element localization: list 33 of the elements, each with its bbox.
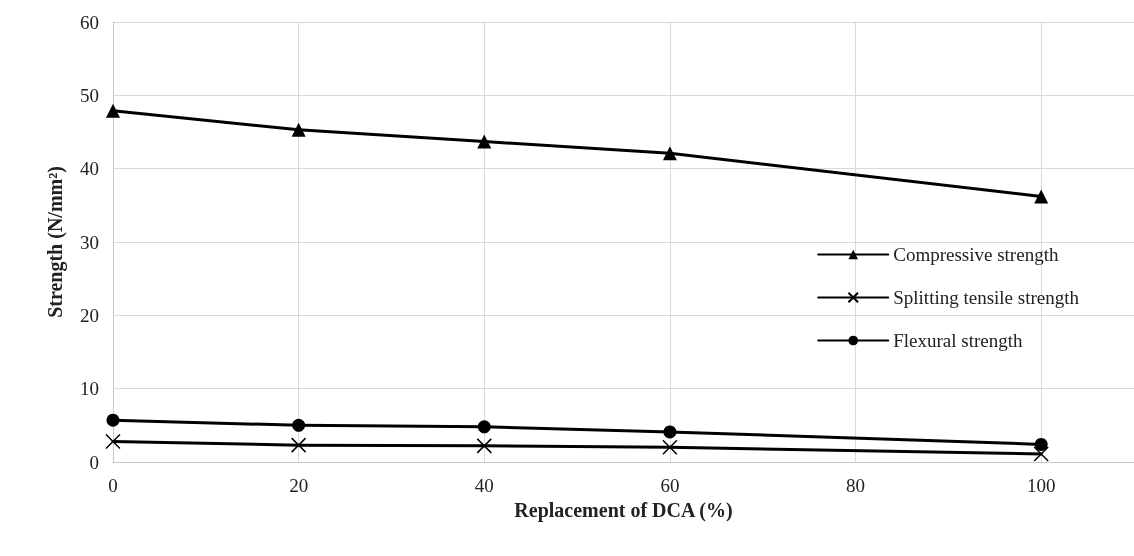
point <box>663 425 677 439</box>
point <box>1034 437 1048 451</box>
legend-label: Splitting tensile strength <box>893 287 1080 308</box>
point <box>291 122 306 137</box>
point <box>477 134 492 149</box>
point <box>290 437 307 453</box>
x-tick-label: 100 <box>1026 475 1056 496</box>
point <box>476 438 493 454</box>
point <box>662 146 677 161</box>
legend-label: Flexural strength <box>893 330 1024 351</box>
point <box>106 413 120 427</box>
point <box>477 420 491 434</box>
y-tick-label: 40 <box>80 158 99 180</box>
x-tick-label: 20 <box>289 475 309 496</box>
y-tick-label: 0 <box>89 451 99 473</box>
point <box>662 439 678 456</box>
x-tick-label: 60 <box>660 475 680 496</box>
x-tick-label: 0 <box>108 475 118 496</box>
point <box>1034 189 1049 204</box>
x-axis-title: Replacement of DCA (%) <box>514 498 733 522</box>
y-axis-title: Strength (N/mm²) <box>44 166 67 318</box>
y-tick-label: 50 <box>80 84 99 106</box>
legend-label: Compressive strength <box>893 244 1059 265</box>
point <box>1033 446 1049 462</box>
y-tick-label: 30 <box>80 231 99 253</box>
y-tick-label: 20 <box>80 304 99 326</box>
point <box>105 433 121 450</box>
point <box>292 418 306 432</box>
y-tick-label: 10 <box>80 378 99 400</box>
y-tick-label: 60 <box>80 11 99 33</box>
x-tick-label: 80 <box>846 475 866 496</box>
x-tick-label: 40 <box>474 475 494 496</box>
point <box>106 103 120 118</box>
